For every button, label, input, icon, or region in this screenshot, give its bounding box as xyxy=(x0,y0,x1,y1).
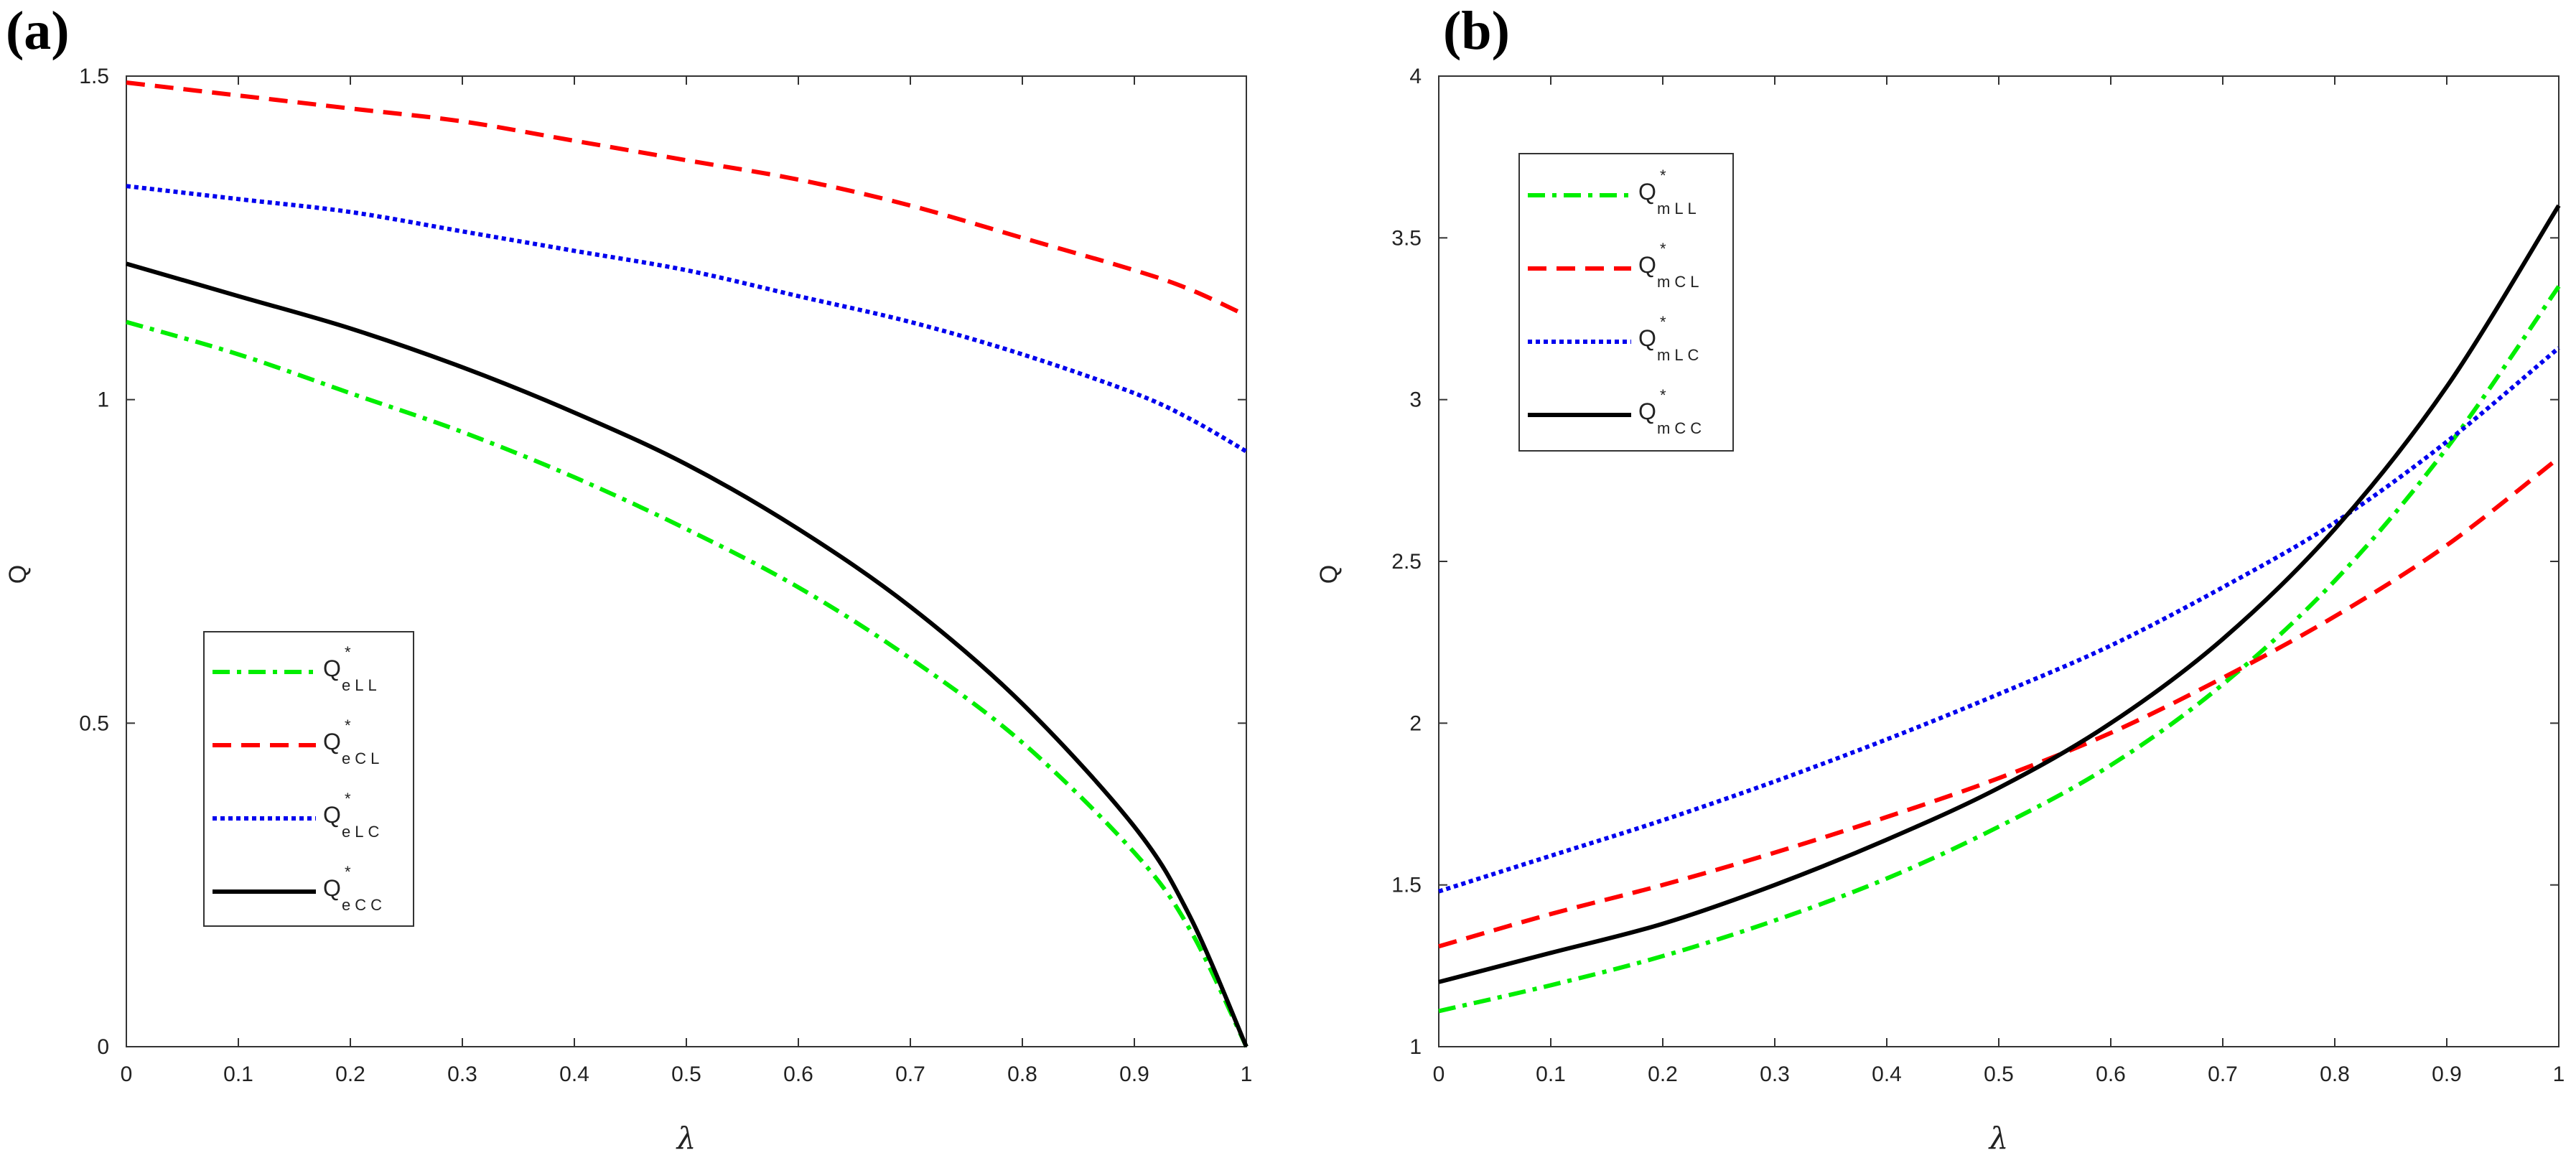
legend-label-elc: Q xyxy=(323,802,341,828)
y-tick-label: 3.5 xyxy=(1391,226,1422,250)
panel-b-x-axis-label: λ xyxy=(1988,1121,2009,1156)
panel-b-label: (b) xyxy=(1443,1,1510,61)
legend-label-ecl: Q xyxy=(323,729,341,755)
legend-subscript: mCL xyxy=(1657,273,1703,291)
x-tick-label: 0.3 xyxy=(1760,1062,1790,1086)
panel-b-y-ticks: 1 1.5 2 2.5 3 3.5 4 xyxy=(1391,65,2559,1059)
legend-superscript: * xyxy=(1660,386,1666,404)
x-tick-label: 0.6 xyxy=(2096,1062,2126,1086)
legend-subscript: mLC xyxy=(1657,346,1703,364)
x-tick-label: 0.8 xyxy=(2320,1062,2350,1086)
legend-subscript: eCC xyxy=(342,896,386,914)
legend-subscript: eLC xyxy=(342,823,383,841)
series-line-mcl xyxy=(1438,456,2560,949)
y-tick-label: 0 xyxy=(97,1035,109,1059)
x-tick-label: 0.1 xyxy=(1536,1062,1566,1086)
legend-superscript: * xyxy=(345,643,351,661)
panel-b-x-ticks: 0 0.1 0.2 0.3 0.4 0.5 0.6 0.7 0.8 0.9 1 xyxy=(1433,76,2565,1086)
legend-superscript: * xyxy=(1660,240,1666,258)
y-tick-label: 1.5 xyxy=(1391,874,1422,897)
panel-a-x-ticks: 0 0.1 0.2 0.3 0.4 0.5 0.6 0.7 0.8 0.9 1 xyxy=(121,76,1253,1086)
series-line-ecc xyxy=(126,261,1249,1048)
y-tick-label: 2.5 xyxy=(1391,550,1422,574)
panel-a-label: (a) xyxy=(6,1,70,61)
x-tick-label: 0.8 xyxy=(1007,1062,1037,1086)
x-tick-label: 0.9 xyxy=(2432,1062,2462,1086)
series-line-elc xyxy=(126,184,1248,454)
x-tick-label: 0.5 xyxy=(1984,1062,2014,1086)
x-tick-label: 0 xyxy=(121,1062,133,1086)
series-line-mcc xyxy=(1438,204,2561,984)
panel-a: (a) 0 0.1 0.2 0.3 0.4 0.5 0.6 0.7 0.8 0.9 1 0 0.5 1 1… xyxy=(4,1,1252,1156)
legend-subscript: mCC xyxy=(1657,419,1706,437)
legend-label-mlc: Q xyxy=(1638,325,1656,351)
series-line-ell xyxy=(126,319,1249,1048)
legend-label-mcl: Q xyxy=(1638,252,1656,278)
x-tick-label: 0.9 xyxy=(1119,1062,1149,1086)
panel-b: (b) 0 0.1 0.2 0.3 0.4 0.5 0.6 0.7 0.8 0.9 1 1 1.5 2 2… xyxy=(1315,1,2565,1156)
x-tick-label: 0.1 xyxy=(223,1062,253,1086)
y-tick-label: 1 xyxy=(97,388,109,412)
y-tick-label: 0.5 xyxy=(79,711,109,735)
series-line-mlc xyxy=(1438,346,2560,894)
series-line-mll xyxy=(1438,285,2561,1014)
legend-subscript: eCL xyxy=(342,749,383,767)
x-tick-label: 0.4 xyxy=(559,1062,589,1086)
panel-b-y-axis-label: Q xyxy=(1315,565,1343,584)
legend-subscript: eLL xyxy=(342,676,381,694)
panel-a-series xyxy=(126,80,1249,1048)
x-tick-label: 1 xyxy=(2553,1062,2565,1086)
x-tick-label: 0.2 xyxy=(1648,1062,1678,1086)
series-line-ecl xyxy=(126,80,1248,318)
panel-b-legend-box xyxy=(1518,153,1734,452)
legend-superscript: * xyxy=(1660,313,1666,331)
panel-a-legend-box xyxy=(203,631,414,927)
legend-label-mll: Q xyxy=(1638,179,1656,205)
panel-a-y-axis-label: Q xyxy=(4,565,32,584)
legend-superscript: * xyxy=(345,790,351,808)
legend-superscript: * xyxy=(345,716,351,734)
panel-a-y-ticks: 0 0.5 1 1.5 xyxy=(79,65,1246,1059)
x-tick-label: 0.7 xyxy=(895,1062,925,1086)
y-tick-label: 4 xyxy=(1409,65,1422,88)
x-tick-label: 0.6 xyxy=(783,1062,813,1086)
x-tick-label: 0 xyxy=(1433,1062,1445,1086)
y-tick-label: 1.5 xyxy=(79,65,109,88)
x-tick-label: 0.2 xyxy=(335,1062,365,1086)
x-tick-label: 0.3 xyxy=(447,1062,477,1086)
legend-label-mcc: Q xyxy=(1638,398,1656,424)
legend-subscript: mLL xyxy=(1657,200,1701,218)
x-tick-label: 0.4 xyxy=(1872,1062,1902,1086)
y-tick-label: 2 xyxy=(1409,711,1422,735)
x-tick-label: 1 xyxy=(1241,1062,1253,1086)
panel-a-x-axis-label: λ xyxy=(676,1121,696,1156)
panel-b-series xyxy=(1438,204,2561,1014)
y-tick-label: 1 xyxy=(1409,1035,1422,1059)
legend-label-ecc: Q xyxy=(323,875,341,901)
legend-label-ell: Q xyxy=(323,655,341,681)
x-tick-label: 0.7 xyxy=(2208,1062,2238,1086)
y-tick-label: 3 xyxy=(1409,388,1422,412)
legend-superscript: * xyxy=(345,863,351,881)
x-tick-label: 0.5 xyxy=(671,1062,701,1086)
legend-superscript: * xyxy=(1660,167,1666,185)
